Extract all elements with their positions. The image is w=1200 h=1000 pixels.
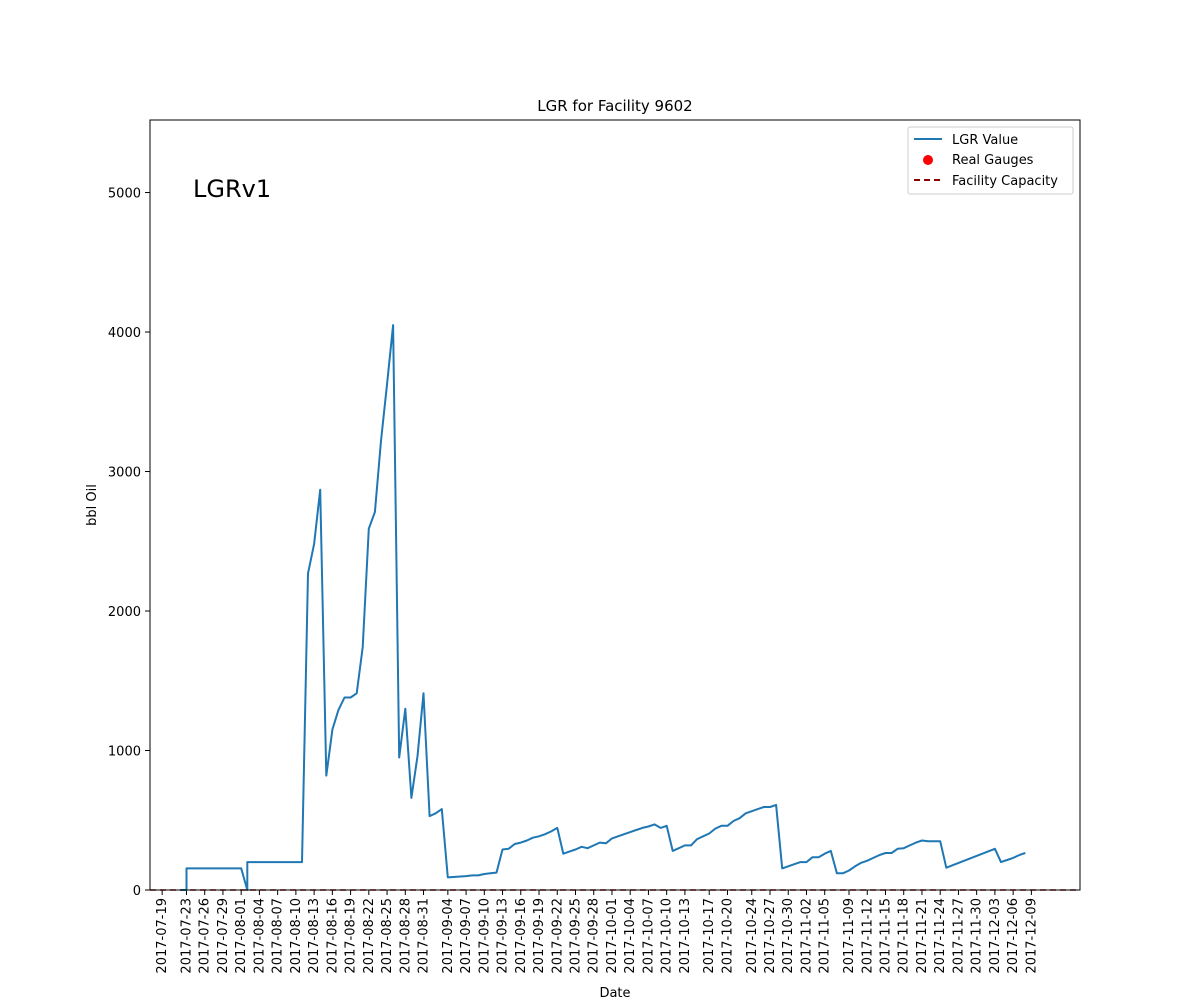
x-tick-label: 2017-10-27 — [763, 898, 778, 974]
x-tick-label: 2017-09-13 — [496, 898, 511, 974]
chart-title: LGR for Facility 9602 — [537, 97, 692, 115]
x-tick-label: 2017-10-07 — [641, 898, 656, 974]
legend-lgr-label: LGR Value — [952, 133, 1018, 148]
x-tick-label: 2017-11-21 — [915, 898, 930, 974]
x-tick-label: 2017-11-18 — [897, 898, 912, 974]
chart-annotation: LGRv1 — [193, 175, 271, 203]
y-axis: 0 1000 2000 3000 4000 5000 — [108, 187, 150, 899]
x-tick-label: 2017-09-22 — [550, 898, 565, 974]
x-tick-label: 2017-08-13 — [307, 898, 322, 974]
x-tick-label: 2017-09-04 — [441, 898, 456, 974]
x-tick-label: 2017-10-24 — [745, 898, 760, 974]
x-tick-label: 2017-11-24 — [933, 898, 948, 974]
x-tick-label: 2017-07-29 — [216, 898, 231, 974]
x-tick-label: 2017-09-16 — [514, 898, 529, 974]
legend: LGR Value Real Gauges Facility Capacity — [907, 126, 1074, 195]
x-tick-label: 2017-08-04 — [252, 898, 267, 974]
x-tick-label: 2017-10-17 — [702, 898, 717, 974]
x-axis-label: Date — [599, 986, 630, 1000]
x-tick-label: 2017-08-28 — [398, 898, 413, 974]
legend-capacity-label: Facility Capacity — [952, 174, 1058, 189]
x-tick-label: 2017-10-04 — [623, 898, 638, 974]
x-tick-label: 2017-08-19 — [344, 898, 359, 974]
x-tick-label: 2017-10-10 — [660, 898, 675, 974]
x-tick-label: 2017-11-30 — [970, 898, 985, 974]
y-tick-label: 4000 — [108, 326, 141, 341]
x-tick-label: 2017-12-03 — [988, 898, 1003, 974]
x-tick-label: 2017-10-01 — [605, 898, 620, 974]
y-tick-label: 5000 — [108, 187, 141, 202]
legend-box — [907, 126, 1074, 195]
x-tick-label: 2017-10-20 — [720, 898, 735, 974]
x-tick-label: 2017-08-25 — [380, 898, 395, 974]
x-tick-label: 2017-10-13 — [678, 898, 693, 974]
x-tick-label: 2017-12-09 — [1024, 898, 1039, 974]
x-tick-label: 2017-10-30 — [781, 898, 796, 974]
legend-gauges-label: Real Gauges — [952, 153, 1034, 168]
x-tick-label: 2017-08-22 — [362, 898, 377, 974]
x-tick-label: 2017-09-28 — [587, 898, 602, 974]
x-tick-label: 2017-11-27 — [951, 898, 966, 974]
x-tick-label: 2017-11-12 — [860, 898, 875, 974]
y-axis-label: bbl Oil — [85, 484, 100, 526]
x-tick-label: 2017-09-19 — [532, 898, 547, 974]
x-tick-label: 2017-12-06 — [1006, 898, 1021, 974]
legend-gauges-marker — [923, 155, 933, 165]
x-tick-label: 2017-09-07 — [459, 898, 474, 974]
x-tick-label: 2017-09-10 — [477, 898, 492, 974]
x-tick-label: 2017-08-31 — [417, 898, 432, 974]
x-tick-label: 2017-11-15 — [878, 898, 893, 974]
x-tick-label: 2017-08-10 — [289, 898, 304, 974]
x-tick-label: 2017-08-07 — [271, 898, 286, 974]
plot-frame — [149, 119, 1081, 891]
y-tick-label: 3000 — [108, 466, 141, 481]
x-tick-label: 2017-11-09 — [842, 898, 857, 974]
x-tick-label: 2017-07-26 — [198, 898, 213, 974]
lgr-value-series — [180, 324, 1026, 891]
x-tick-label: 2017-11-02 — [799, 898, 814, 974]
x-tick-label: 2017-09-25 — [568, 898, 583, 974]
plot-lines — [150, 324, 1080, 891]
x-tick-label: 2017-07-19 — [155, 898, 170, 974]
x-tick-label: 2017-11-05 — [818, 898, 833, 974]
y-tick-label: 2000 — [108, 605, 141, 620]
x-tick-label: 2017-08-16 — [325, 898, 340, 974]
x-tick-label: 2017-08-01 — [234, 898, 249, 974]
x-tick-label: 2017-07-23 — [179, 898, 194, 974]
y-tick-label: 0 — [133, 884, 141, 899]
y-tick-label: 1000 — [108, 745, 141, 760]
x-axis: 2017-07-19 2017-07-23 2017-07-26 2017-07-29… — [155, 890, 1039, 974]
